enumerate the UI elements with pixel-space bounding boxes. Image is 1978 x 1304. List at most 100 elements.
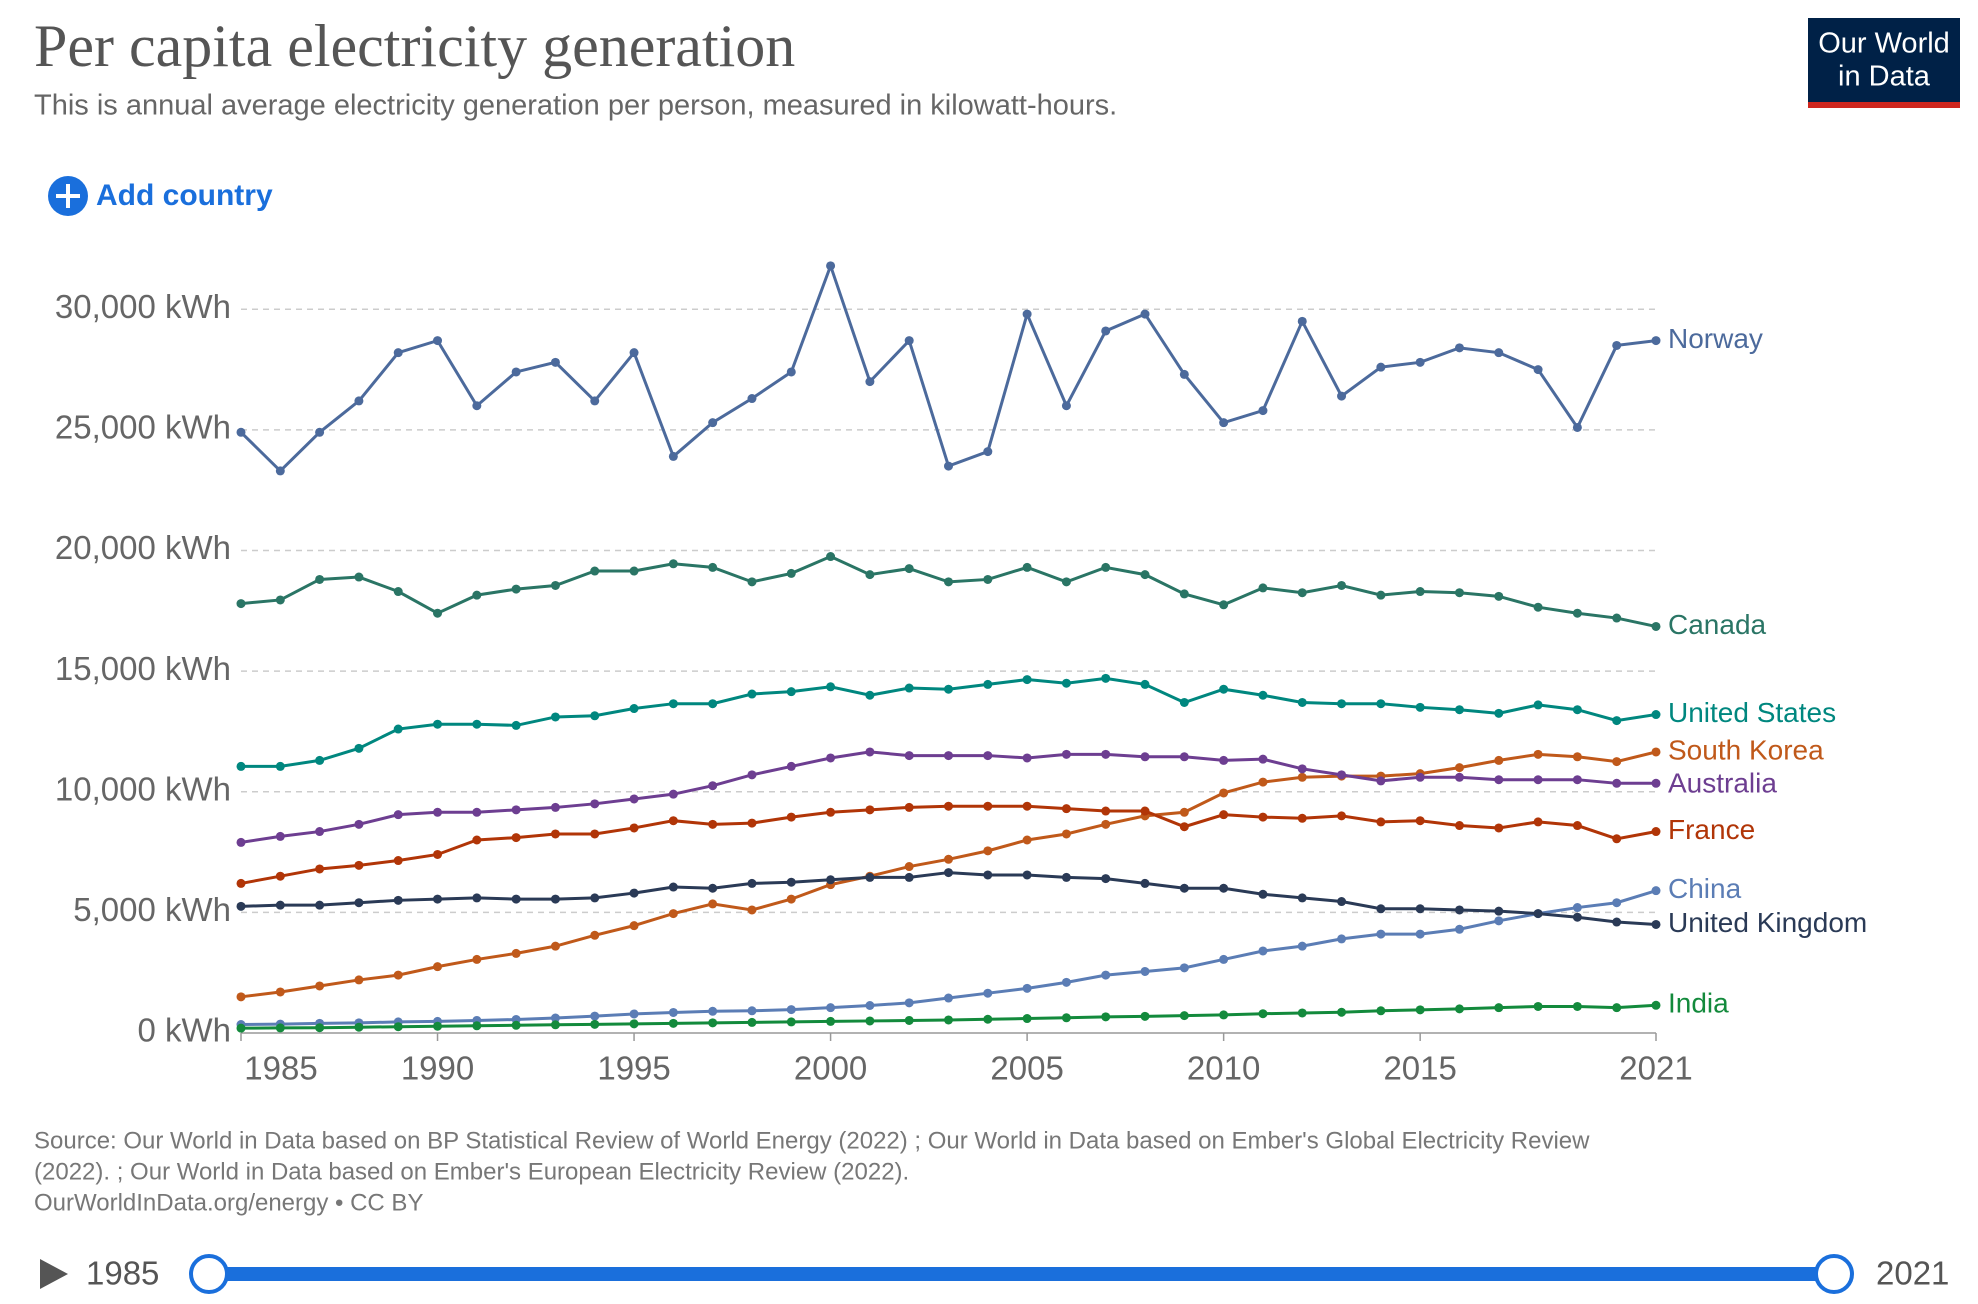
point	[1140, 1011, 1150, 1021]
point	[1140, 570, 1150, 580]
point	[826, 682, 836, 692]
add-country-label: Add country	[96, 179, 273, 212]
point	[1297, 813, 1307, 823]
point	[747, 577, 757, 587]
point	[590, 893, 600, 903]
play-button[interactable]	[40, 1259, 68, 1289]
add-country-button[interactable]: Add country	[48, 176, 273, 216]
point	[1258, 946, 1268, 956]
point	[1022, 675, 1032, 685]
point	[1415, 702, 1425, 712]
point	[1651, 919, 1661, 929]
point	[1415, 816, 1425, 826]
point	[1612, 716, 1622, 726]
point	[1494, 823, 1504, 833]
timeline-handle[interactable]	[189, 1254, 229, 1294]
point	[629, 794, 639, 804]
point	[983, 870, 993, 880]
point	[315, 981, 325, 991]
x-tick-label: 1990	[401, 1050, 474, 1087]
logo-text: Our World	[1818, 28, 1950, 60]
point	[590, 1019, 600, 1029]
point	[550, 1013, 560, 1023]
point	[1022, 983, 1032, 993]
point	[1612, 1003, 1622, 1013]
timeline: 1985 2021	[40, 1254, 1949, 1294]
point	[354, 396, 364, 406]
source-text: OurWorldInData.org/energy • CC BY	[34, 1189, 423, 1216]
point	[275, 1023, 285, 1033]
point	[1337, 770, 1347, 780]
line	[240, 871, 1657, 926]
point	[1494, 755, 1504, 765]
point	[1022, 870, 1032, 880]
point	[393, 895, 403, 905]
timeline-handle[interactable]	[1814, 1254, 1854, 1294]
point	[1297, 1008, 1307, 1018]
point	[1454, 705, 1464, 715]
series	[236, 261, 1661, 476]
point	[629, 823, 639, 833]
point	[1022, 1014, 1032, 1024]
point	[708, 562, 718, 572]
y-tick-label: 15,000 kWh	[55, 650, 231, 687]
point	[786, 568, 796, 578]
point	[236, 427, 246, 437]
point	[1258, 583, 1268, 593]
point	[708, 899, 718, 909]
point	[511, 584, 521, 594]
point	[393, 587, 403, 597]
point	[944, 993, 953, 1003]
point	[1101, 562, 1111, 572]
point	[550, 894, 560, 904]
point	[629, 1019, 639, 1029]
point	[1140, 966, 1150, 976]
point	[354, 898, 364, 908]
point	[629, 348, 639, 358]
point	[236, 878, 246, 888]
point	[1219, 954, 1229, 964]
point	[1572, 608, 1582, 618]
point	[393, 1022, 403, 1032]
point	[944, 461, 953, 471]
point	[904, 862, 914, 872]
source-text: (2022). ; Our World in Data based on Emb…	[34, 1158, 909, 1185]
point	[747, 770, 757, 780]
point	[826, 875, 836, 885]
logo[interactable]: Our World in Data	[1808, 18, 1960, 108]
point	[1337, 934, 1347, 944]
point	[590, 930, 600, 940]
point	[1415, 357, 1425, 367]
point	[550, 580, 560, 590]
point	[1454, 1004, 1464, 1014]
point	[1022, 562, 1032, 572]
point	[511, 1020, 521, 1030]
point	[708, 819, 718, 829]
point	[826, 753, 836, 763]
point	[236, 1023, 246, 1033]
legend-label: India	[1668, 988, 1729, 1019]
point	[1297, 893, 1307, 903]
point	[826, 1003, 836, 1013]
point	[1101, 874, 1111, 884]
point	[708, 699, 718, 709]
point	[786, 877, 796, 887]
point	[275, 761, 285, 771]
point	[865, 872, 875, 882]
point	[786, 894, 796, 904]
point	[1022, 835, 1032, 845]
point	[747, 1017, 757, 1027]
x-tick-label: 2010	[1187, 1050, 1260, 1087]
legend-label: Norway	[1668, 323, 1763, 354]
point	[1179, 697, 1189, 707]
x-tick-label: 2005	[990, 1050, 1063, 1087]
point	[472, 893, 482, 903]
point	[1022, 309, 1032, 319]
point	[708, 1018, 718, 1028]
series	[236, 552, 1661, 631]
point	[668, 1018, 678, 1028]
point	[1179, 963, 1189, 973]
point	[865, 747, 875, 757]
